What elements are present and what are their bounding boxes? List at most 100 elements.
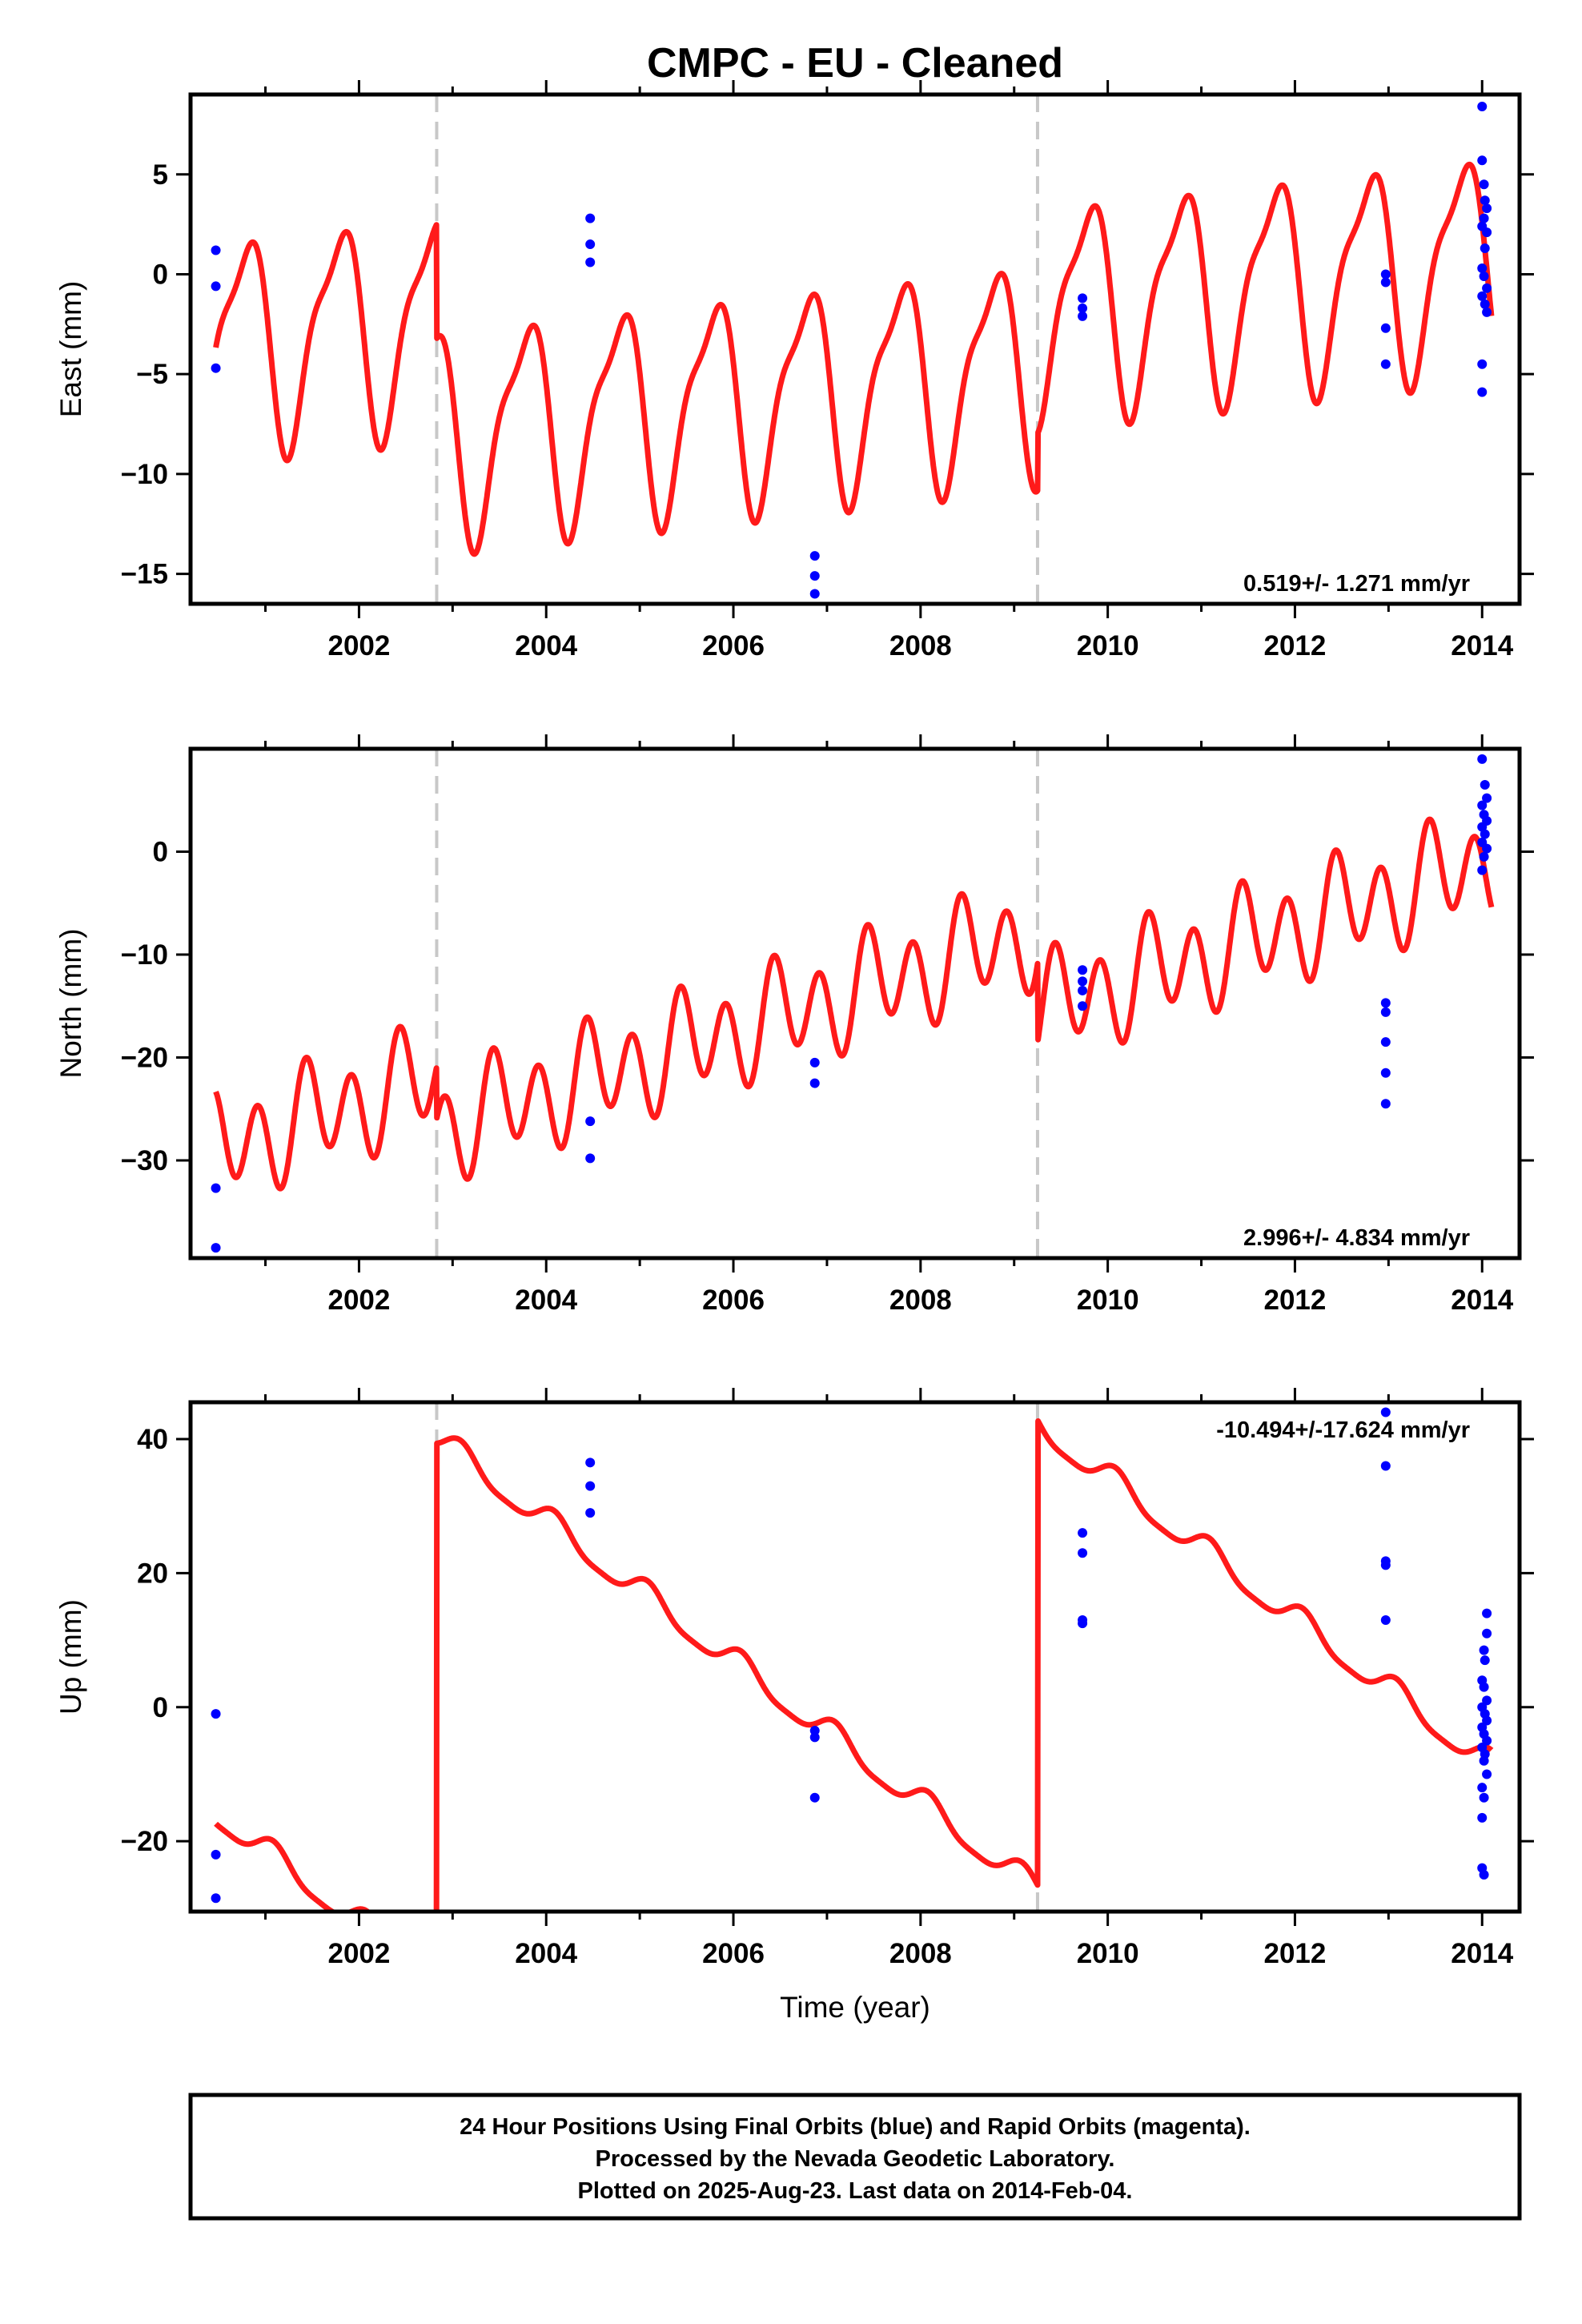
data-point xyxy=(1482,843,1492,854)
x-tick-label: 2010 xyxy=(1077,1938,1139,1969)
data-point xyxy=(211,1893,221,1904)
model-curve xyxy=(213,816,1495,1192)
data-point xyxy=(1477,800,1488,810)
data-point xyxy=(1479,851,1489,862)
data-point xyxy=(1482,1735,1492,1746)
panel-1: 2002 2004 2006 2008 2010 2012 2014 5 0 −5 −10 −15 Ea… xyxy=(54,80,1534,661)
data-point xyxy=(1380,1461,1391,1471)
x-tick-label: 2004 xyxy=(515,630,577,661)
model-curve xyxy=(213,1418,1494,1912)
x-tick-label: 2012 xyxy=(1263,1938,1326,1969)
data-point xyxy=(1479,1755,1489,1766)
x-tick-label: 2002 xyxy=(327,1285,390,1316)
x-tick-label: 2014 xyxy=(1451,1938,1513,1969)
data-point xyxy=(1479,271,1489,281)
footer-frame xyxy=(188,2093,1522,2221)
data-point xyxy=(1479,1682,1489,1692)
y-tick-label: −20 xyxy=(121,1826,168,1857)
data-point xyxy=(1480,779,1490,790)
data-point xyxy=(585,1508,596,1518)
data-point xyxy=(1477,291,1488,301)
data-point xyxy=(1480,299,1490,309)
x-tick-label: 2008 xyxy=(889,1285,952,1316)
data-point xyxy=(1477,1783,1488,1793)
x-tick-label: 2010 xyxy=(1077,630,1139,661)
data-point xyxy=(1380,1099,1391,1109)
y-tick-label: 20 xyxy=(137,1558,168,1589)
data-point xyxy=(1477,822,1488,832)
x-axis-label: Time (year) xyxy=(780,1991,930,2024)
data-point xyxy=(1078,311,1088,321)
data-point xyxy=(1380,1407,1391,1417)
data-point xyxy=(1477,1812,1488,1823)
data-point xyxy=(1479,213,1489,223)
y-tick-label: −10 xyxy=(121,459,168,490)
data-point xyxy=(211,245,221,255)
y-tick-label: −10 xyxy=(121,939,168,971)
footer-line-2: Processed by the Nevada Geodetic Laborat… xyxy=(596,2146,1115,2172)
rate-annotation: 2.996+/- 4.834 mm/yr xyxy=(1243,1225,1470,1251)
panels: 2002 2004 2006 2008 2010 2012 2014 5 0 −5 −10 −15 Ea… xyxy=(54,80,1534,2024)
data-point xyxy=(1479,1869,1489,1880)
data-point xyxy=(585,239,596,250)
data-point xyxy=(1380,359,1391,369)
rate-annotation: -10.494+/-17.624 mm/yr xyxy=(1216,1417,1470,1443)
data-point xyxy=(1482,1695,1492,1706)
x-tick-label: 2006 xyxy=(702,630,765,661)
data-point xyxy=(1482,307,1492,317)
x-tick-label: 2012 xyxy=(1263,630,1326,661)
footer-line-3: Plotted on 2025-Aug-23. Last data on 201… xyxy=(578,2178,1133,2204)
footer-line-1: 24 Hour Positions Using Final Orbits (bl… xyxy=(460,2114,1251,2140)
rate-annotation: 0.519+/- 1.271 mm/yr xyxy=(1243,571,1470,597)
data-point xyxy=(1479,1645,1489,1655)
y-tick-label: −15 xyxy=(121,559,168,590)
data-point xyxy=(1380,323,1391,333)
plot-area xyxy=(211,749,1495,1258)
footer-box: 24 Hour Positions Using Final Orbits (bl… xyxy=(188,2093,1522,2221)
data-point xyxy=(1078,1528,1088,1538)
data-point xyxy=(1380,1614,1391,1625)
plot-area xyxy=(211,94,1495,604)
data-point xyxy=(1480,829,1490,839)
y-tick-label: 0 xyxy=(153,1692,168,1723)
data-point xyxy=(809,1726,820,1736)
data-point xyxy=(1482,1769,1492,1779)
data-point xyxy=(809,571,820,581)
data-point xyxy=(1380,277,1391,287)
data-point xyxy=(1477,387,1488,397)
data-point xyxy=(1482,793,1492,803)
data-point xyxy=(1380,1068,1391,1078)
x-tick-label: 2002 xyxy=(327,630,390,661)
y-tick-label: −30 xyxy=(121,1145,168,1176)
data-point xyxy=(809,1732,820,1743)
y-axis-label: Up (mm) xyxy=(54,1599,87,1715)
data-point xyxy=(1078,293,1088,304)
x-tick-label: 2014 xyxy=(1451,630,1513,661)
data-point xyxy=(809,1057,820,1068)
axes-frame xyxy=(188,92,1522,606)
data-point xyxy=(1477,155,1488,166)
x-tick-label: 2010 xyxy=(1077,1285,1139,1316)
y-tick-label: −20 xyxy=(121,1042,168,1073)
x-tick-label: 2012 xyxy=(1263,1285,1326,1316)
data-point xyxy=(211,1849,221,1860)
y-tick-label: −5 xyxy=(136,359,168,390)
data-point xyxy=(1477,754,1488,764)
data-point xyxy=(1482,1628,1492,1638)
x-tick-label: 2004 xyxy=(515,1285,577,1316)
y-tick-label: 5 xyxy=(153,159,168,191)
y-tick-label: 0 xyxy=(153,836,168,867)
data-point xyxy=(1480,195,1490,206)
data-point xyxy=(211,1183,221,1193)
data-point xyxy=(809,589,820,599)
x-tick-label: 2002 xyxy=(327,1938,390,1969)
y-axis-label: East (mm) xyxy=(54,281,87,418)
data-point xyxy=(211,1243,221,1253)
x-tick-label: 2008 xyxy=(889,1938,952,1969)
data-point xyxy=(1482,203,1492,214)
data-point xyxy=(1078,976,1088,987)
plot-area xyxy=(211,1402,1494,1912)
data-point xyxy=(1480,243,1490,254)
data-point xyxy=(1380,1560,1391,1570)
data-point xyxy=(1078,1618,1088,1629)
